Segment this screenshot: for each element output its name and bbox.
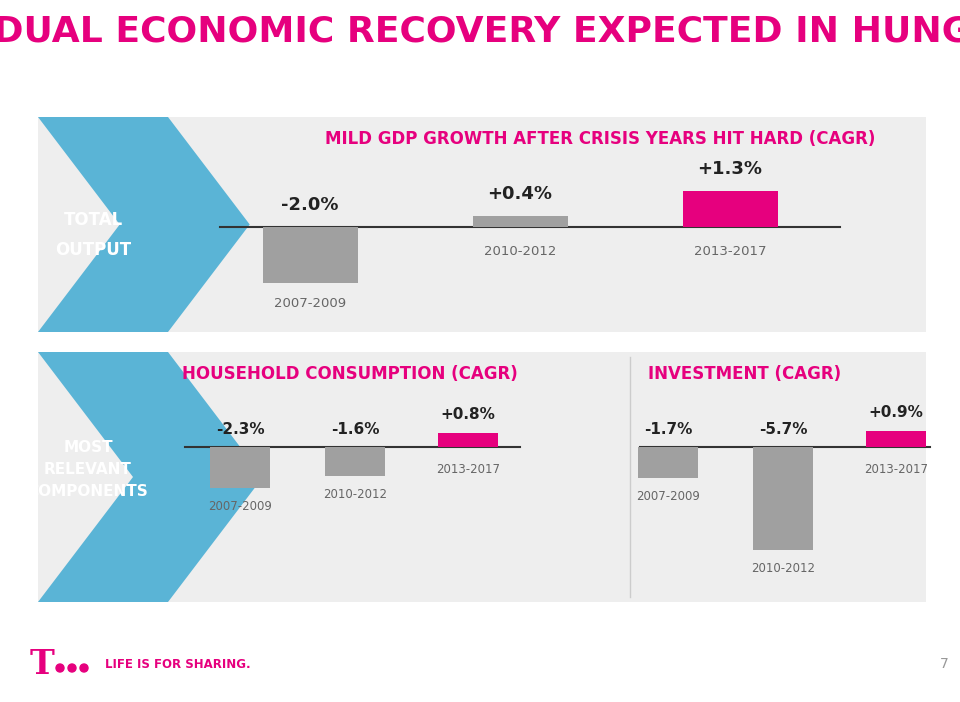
Text: MOST: MOST (63, 439, 113, 454)
Text: +1.3%: +1.3% (698, 159, 762, 178)
Bar (753, 447, 813, 550)
Text: TOTAL: TOTAL (63, 211, 123, 229)
Text: 2013-2017: 2013-2017 (694, 245, 766, 258)
Bar (262, 227, 357, 283)
Text: 2007-2009: 2007-2009 (208, 501, 272, 513)
Text: -2.0%: -2.0% (281, 196, 339, 214)
Text: +0.9%: +0.9% (869, 405, 924, 420)
Bar (472, 216, 567, 227)
Text: HOUSEHOLD CONSUMPTION (CAGR): HOUSEHOLD CONSUMPTION (CAGR) (182, 365, 517, 383)
Text: +0.4%: +0.4% (488, 185, 553, 203)
Text: -5.7%: -5.7% (758, 421, 807, 437)
Circle shape (68, 664, 76, 672)
Bar (210, 447, 270, 489)
Polygon shape (38, 117, 250, 332)
Text: +0.8%: +0.8% (441, 407, 495, 422)
Bar (38, 117, 926, 332)
Bar (325, 447, 385, 476)
Bar (438, 432, 498, 447)
Text: LIFE IS FOR SHARING.: LIFE IS FOR SHARING. (105, 658, 251, 670)
Text: -1.7%: -1.7% (644, 421, 692, 437)
Text: GRADUAL ECONOMIC RECOVERY EXPECTED IN HUNGARY: GRADUAL ECONOMIC RECOVERY EXPECTED IN HU… (0, 15, 960, 49)
Text: 2010-2012: 2010-2012 (323, 488, 387, 501)
Text: T: T (30, 647, 55, 680)
Circle shape (56, 664, 64, 672)
Text: 7: 7 (940, 657, 948, 671)
Text: MILD GDP GROWTH AFTER CRISIS YEARS HIT HARD (CAGR): MILD GDP GROWTH AFTER CRISIS YEARS HIT H… (324, 130, 876, 148)
Text: INVESTMENT (CAGR): INVESTMENT (CAGR) (648, 365, 842, 383)
Text: 2010-2012: 2010-2012 (484, 245, 556, 258)
Bar (683, 191, 778, 227)
Text: 2007-2009: 2007-2009 (636, 489, 700, 503)
Text: -2.3%: -2.3% (216, 421, 264, 437)
Text: 2010-2012: 2010-2012 (751, 562, 815, 575)
Polygon shape (38, 352, 263, 602)
Text: COMPONENTS: COMPONENTS (28, 484, 149, 498)
Text: -1.6%: -1.6% (331, 421, 379, 437)
Text: 2013-2017: 2013-2017 (864, 463, 928, 476)
Text: RELEVANT: RELEVANT (44, 461, 132, 477)
Bar (638, 447, 698, 477)
Text: 2013-2017: 2013-2017 (436, 463, 500, 476)
Circle shape (80, 664, 88, 672)
Bar (38, 352, 926, 602)
Bar (866, 431, 926, 447)
Text: 2007-2009: 2007-2009 (274, 297, 346, 310)
Text: OUTPUT: OUTPUT (55, 241, 132, 259)
